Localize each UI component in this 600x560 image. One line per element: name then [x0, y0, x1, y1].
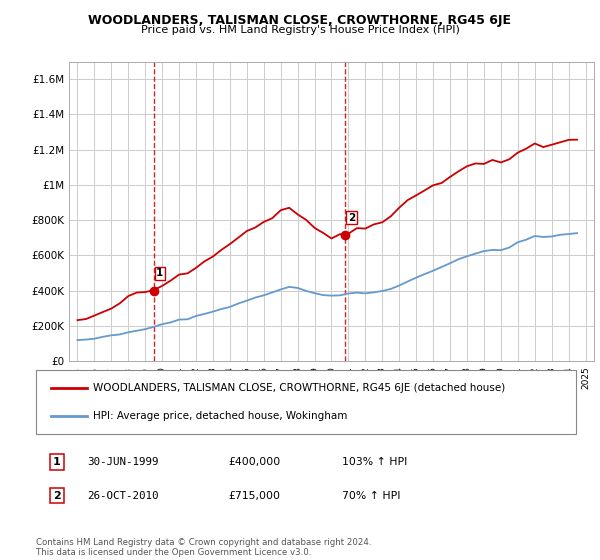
Text: 30-JUN-1999: 30-JUN-1999: [87, 457, 158, 467]
Text: 2: 2: [348, 213, 355, 223]
Text: 70% ↑ HPI: 70% ↑ HPI: [342, 491, 401, 501]
Text: WOODLANDERS, TALISMAN CLOSE, CROWTHORNE, RG45 6JE (detached house): WOODLANDERS, TALISMAN CLOSE, CROWTHORNE,…: [93, 382, 505, 393]
Text: Contains HM Land Registry data © Crown copyright and database right 2024.
This d: Contains HM Land Registry data © Crown c…: [36, 538, 371, 557]
Text: 103% ↑ HPI: 103% ↑ HPI: [342, 457, 407, 467]
Text: 1: 1: [156, 268, 163, 278]
Text: HPI: Average price, detached house, Wokingham: HPI: Average price, detached house, Woki…: [93, 411, 347, 421]
Text: Price paid vs. HM Land Registry's House Price Index (HPI): Price paid vs. HM Land Registry's House …: [140, 25, 460, 35]
Text: 2: 2: [53, 491, 61, 501]
Text: £400,000: £400,000: [228, 457, 280, 467]
Text: WOODLANDERS, TALISMAN CLOSE, CROWTHORNE, RG45 6JE: WOODLANDERS, TALISMAN CLOSE, CROWTHORNE,…: [89, 14, 511, 27]
Text: £715,000: £715,000: [228, 491, 280, 501]
Text: 1: 1: [53, 457, 61, 467]
Text: 26-OCT-2010: 26-OCT-2010: [87, 491, 158, 501]
